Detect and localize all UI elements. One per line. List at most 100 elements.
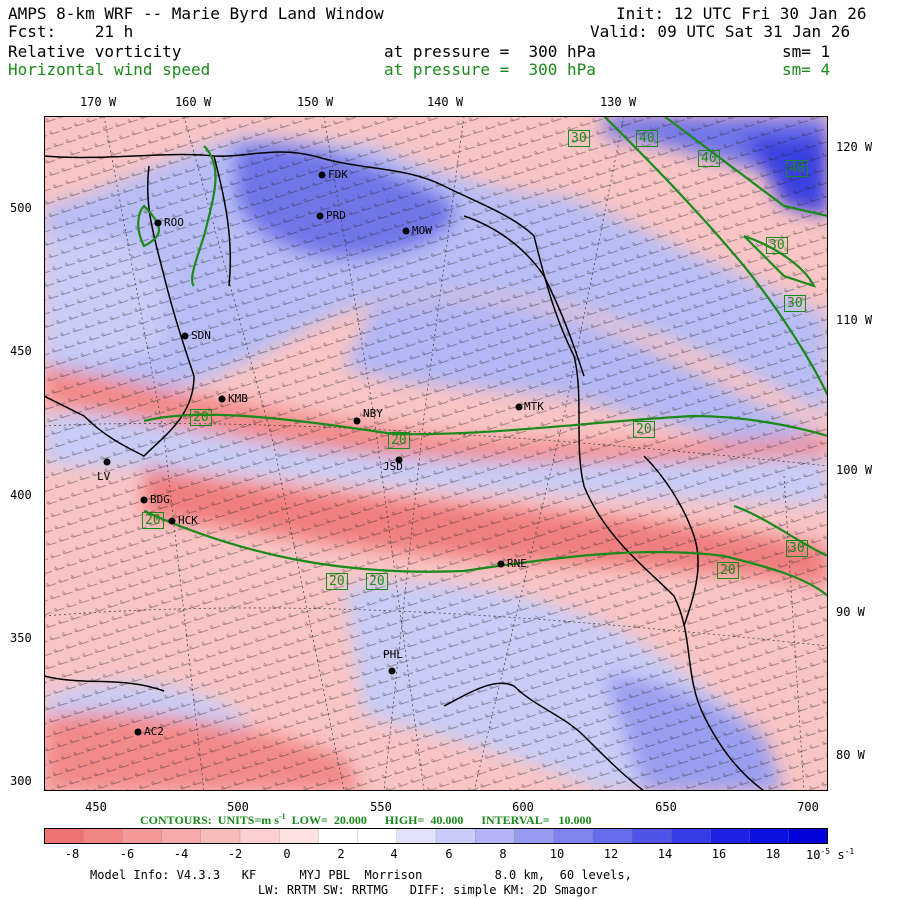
colorbar-segment — [44, 828, 84, 844]
colorbar-tick: 18 — [765, 847, 781, 861]
model-info: Model Info: V4.3.3 KF MYJ PBL Morrison 8… — [90, 868, 632, 882]
colorbar-segment — [749, 828, 790, 844]
longitude-label: 150 W — [296, 95, 334, 109]
field-2-smoothing: sm= 4 — [782, 60, 831, 79]
colorbar-segment — [788, 828, 828, 844]
model-physics: LW: RRTM SW: RRTMG DIFF: simple KM: 2D S… — [258, 883, 598, 897]
colorbar-segment — [671, 828, 712, 844]
field-1-smoothing: sm= 1 — [782, 42, 831, 61]
longitude-label: 140 W — [426, 95, 464, 109]
colorbar-segment — [553, 828, 594, 844]
longitude-label: 130 W — [599, 95, 637, 109]
forecast-hour: Fcst: 21 h — [8, 22, 134, 41]
colorbar-unit-exp: -1 — [844, 847, 855, 856]
colorbar-segment — [435, 828, 476, 844]
contour-label: 40 — [786, 160, 808, 177]
field-2-name: Horizontal wind speed — [8, 60, 211, 79]
station-label: AC2 — [144, 725, 164, 738]
contour-label: 30 — [786, 540, 808, 557]
colorbar-segment — [122, 828, 163, 844]
colorbar-tick: 0 — [283, 847, 291, 861]
colorbar-segment — [318, 828, 359, 844]
vorticity-map — [44, 116, 828, 791]
colorbar-tick: -6 — [119, 847, 135, 861]
station-label: RNE — [507, 557, 527, 570]
station-label: MOW — [412, 224, 432, 237]
station-label: MTK — [524, 400, 544, 413]
colorbar-segment — [475, 828, 516, 844]
y-tick: 350 — [10, 631, 32, 645]
colorbar-tick: -8 — [64, 847, 80, 861]
x-tick: 650 — [655, 800, 677, 814]
colorbar-tick: -2 — [227, 847, 243, 861]
contour-label: 20 — [142, 512, 164, 529]
contour-label: 20 — [190, 409, 212, 426]
contours-info: CONTOURS: UNITS=m s-1 LOW= 20.000 HIGH= … — [140, 812, 592, 828]
colorbar-scale: 10 — [806, 848, 821, 862]
y-tick: 500 — [10, 201, 32, 215]
wind-barbs — [44, 116, 828, 791]
contour-label: 20 — [388, 432, 410, 449]
colorbar-segment — [83, 828, 124, 844]
contour-label: 30 — [568, 130, 590, 147]
station-label: JSD — [383, 460, 403, 473]
station-label: SDN — [191, 329, 211, 342]
station-label: BDG — [150, 493, 170, 506]
coastline — [44, 151, 765, 791]
contour-label: 30 — [766, 237, 788, 254]
station-label: NBY — [363, 407, 383, 420]
contour-label: 30 — [784, 295, 806, 312]
station-label: KMB — [228, 392, 248, 405]
colorbar-tick: 14 — [657, 847, 673, 861]
colorbar-segment — [631, 828, 672, 844]
contour-label: 40 — [698, 150, 720, 167]
colorbar-tick: 16 — [711, 847, 727, 861]
contour-label: 20 — [366, 573, 388, 590]
colorbar-segment — [239, 828, 280, 844]
colorbar-segment — [200, 828, 241, 844]
colorbar-frame — [44, 828, 828, 844]
y-tick: 450 — [10, 344, 32, 358]
station-label: HCK — [178, 514, 198, 527]
colorbar-segment — [357, 828, 398, 844]
field-2-level: at pressure = 300 hPa — [384, 60, 596, 79]
meridian-label: 120 W — [836, 140, 873, 154]
colorbar-tick: 4 — [390, 847, 398, 861]
colorbar-segment — [161, 828, 202, 844]
contours-units-exp: -1 — [278, 812, 286, 821]
colorbar-segment — [514, 828, 555, 844]
colorbar-scale-exp: -5 — [820, 847, 831, 856]
colorbar-tick: 2 — [337, 847, 345, 861]
map-title: AMPS 8-km WRF -- Marie Byrd Land Window — [8, 4, 384, 23]
colorbar-segment — [279, 828, 320, 844]
longitude-label: 170 W — [79, 95, 117, 109]
y-tick: 400 — [10, 488, 32, 502]
x-tick: 450 — [85, 800, 107, 814]
meridian-label: 80 W — [836, 748, 865, 762]
colorbar-segment — [592, 828, 633, 844]
x-tick: 550 — [370, 800, 392, 814]
colorbar-units: 10-5 s-1 — [806, 847, 854, 862]
colorbar-tick: 10 — [549, 847, 565, 861]
map-frame — [44, 116, 828, 791]
contour-label: 20 — [717, 562, 739, 579]
station-markers — [103, 171, 523, 736]
colorbar-tick: 6 — [445, 847, 453, 861]
field-1-level: at pressure = 300 hPa — [384, 42, 596, 61]
meridian-label: 100 W — [836, 463, 873, 477]
x-tick: 700 — [797, 800, 819, 814]
colorbar-tick: 8 — [499, 847, 507, 861]
init-time: Init: 12 UTC Fri 30 Jan 26 — [616, 4, 867, 23]
contours-range: LOW= 20.000 HIGH= 40.000 INTERVAL= 10.00… — [285, 813, 592, 827]
x-tick: 500 — [227, 800, 249, 814]
station-label: FDK — [328, 168, 348, 181]
colorbar-tick: 12 — [603, 847, 619, 861]
x-tick: 600 — [512, 800, 534, 814]
y-tick: 300 — [10, 774, 32, 788]
field-1-name: Relative vorticity — [8, 42, 182, 61]
valid-time: Valid: 09 UTC Sat 31 Jan 26 — [590, 22, 851, 41]
colorbar-unit: s — [837, 848, 845, 862]
longitude-label: 160 W — [174, 95, 212, 109]
colorbar — [44, 828, 828, 844]
contour-label: 40 — [636, 130, 658, 147]
